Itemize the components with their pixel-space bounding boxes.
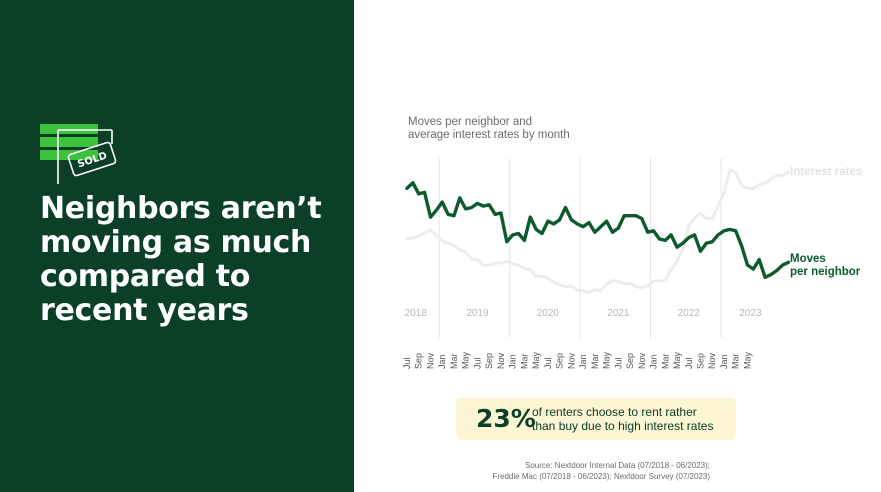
x-tick-label: Jul	[684, 357, 694, 369]
x-tick-label: Nov	[707, 352, 717, 369]
source-line-2: Freddie Mac (07/2018 - 06/2023); Nextdoo…	[492, 472, 710, 481]
x-tick-label: Mar	[731, 353, 741, 369]
x-tick-label: Mar	[449, 353, 459, 369]
x-tick-label: May	[602, 351, 612, 369]
headline: Neighbors aren’t moving as much compared…	[40, 191, 322, 328]
year-label-2023: 2023	[739, 308, 762, 319]
x-tick-label: May	[531, 351, 541, 369]
interest-rates-line	[405, 168, 790, 294]
year-label-2021: 2021	[607, 308, 630, 319]
year-label-2022: 2022	[678, 308, 701, 319]
legend-moves-per-neighbor: Moves per neighbor	[790, 253, 861, 278]
year-label-2018: 2018	[405, 308, 428, 319]
callout-text: of renters choose to rent rather than bu…	[532, 405, 732, 433]
callout-text-line-2: than buy due to high interest rates	[532, 419, 714, 433]
x-tick-label: May	[742, 351, 752, 369]
x-tick-label: Jul	[543, 357, 553, 369]
chart-title-line-1: Moves per neighbor and	[408, 116, 533, 128]
chart-title: Moves per neighbor and average interest …	[408, 116, 708, 142]
year-label-2019: 2019	[466, 308, 489, 319]
source-note: Source: Nextdoor Internal Data (07/2018 …	[440, 460, 710, 482]
callout-value: 23%	[476, 404, 536, 433]
source-line-1: Source: Nextdoor Internal Data (07/2018 …	[525, 461, 710, 470]
x-tick-label: Sep	[696, 353, 706, 369]
moves-per-neighbor-line	[405, 181, 791, 280]
x-tick-label: Jul	[402, 357, 412, 369]
x-tick-label: Jul	[613, 357, 623, 369]
x-tick-label: Sep	[414, 353, 424, 369]
sold-sign-icon: SOLD	[40, 124, 117, 184]
x-tick-label: Nov	[566, 352, 576, 369]
x-tick-label: Nov	[425, 352, 435, 369]
x-tick-label: Mar	[519, 353, 529, 369]
x-tick-label: Mar	[660, 353, 670, 369]
callout-text-line-1: of renters choose to rent rather	[532, 405, 697, 419]
x-tick-label: May	[461, 351, 471, 369]
chart-title-line-2: average interest rates by month	[408, 129, 570, 141]
x-tick-label: Nov	[637, 352, 647, 369]
x-tick-label: Jan	[578, 354, 588, 369]
stat-callout: 23% of renters choose to rent rather tha…	[456, 398, 736, 440]
x-tick-label: Nov	[496, 352, 506, 369]
x-tick-label: Jan	[437, 354, 447, 369]
x-tick-label: Sep	[625, 353, 635, 369]
x-tick-label: Jan	[508, 354, 518, 369]
legend-interest-rates: Interest rates	[790, 166, 862, 178]
x-tick-label: Jan	[719, 354, 729, 369]
x-tick-label: Mar	[590, 353, 600, 369]
left-panel: SOLD Neighbors aren’t moving as much com…	[0, 0, 354, 492]
x-tick-label: Sep	[555, 353, 565, 369]
x-tick-label: May	[672, 351, 682, 369]
year-label-2020: 2020	[537, 308, 560, 319]
x-tick-label: Sep	[484, 353, 494, 369]
x-tick-label: Jul	[472, 357, 482, 369]
x-tick-label: Jan	[649, 354, 659, 369]
